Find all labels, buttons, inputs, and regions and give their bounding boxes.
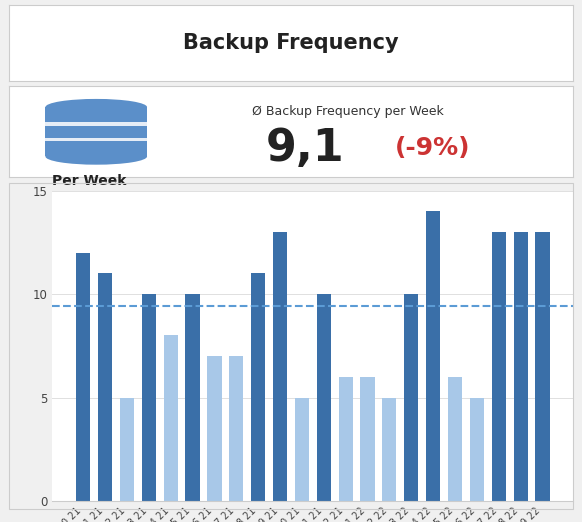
Bar bbox=[426, 211, 440, 501]
Bar bbox=[382, 398, 396, 501]
Bar bbox=[448, 377, 462, 501]
Bar bbox=[45, 138, 147, 141]
Bar bbox=[360, 377, 375, 501]
Bar bbox=[492, 232, 506, 501]
Bar bbox=[120, 398, 134, 501]
Bar bbox=[294, 398, 309, 501]
Text: Backup Frequency: Backup Frequency bbox=[183, 33, 399, 53]
Bar bbox=[186, 294, 200, 501]
Bar bbox=[141, 294, 156, 501]
Bar bbox=[164, 336, 178, 501]
Bar bbox=[229, 356, 243, 501]
Bar bbox=[273, 232, 287, 501]
Text: Per Week: Per Week bbox=[52, 174, 127, 188]
Bar bbox=[251, 274, 265, 501]
Bar bbox=[207, 356, 222, 501]
Bar bbox=[339, 377, 353, 501]
Bar bbox=[535, 232, 549, 501]
Bar bbox=[45, 122, 147, 126]
Bar bbox=[98, 274, 112, 501]
Ellipse shape bbox=[45, 99, 147, 115]
Bar bbox=[45, 107, 147, 157]
Bar bbox=[317, 294, 331, 501]
Bar bbox=[470, 398, 484, 501]
Bar bbox=[76, 253, 90, 501]
Text: Ø Backup Frequency per Week: Ø Backup Frequency per Week bbox=[251, 105, 443, 118]
Bar bbox=[513, 232, 528, 501]
Text: (-9%): (-9%) bbox=[395, 136, 470, 160]
Text: 9,1: 9,1 bbox=[266, 127, 345, 170]
Bar bbox=[404, 294, 418, 501]
Ellipse shape bbox=[45, 148, 147, 165]
